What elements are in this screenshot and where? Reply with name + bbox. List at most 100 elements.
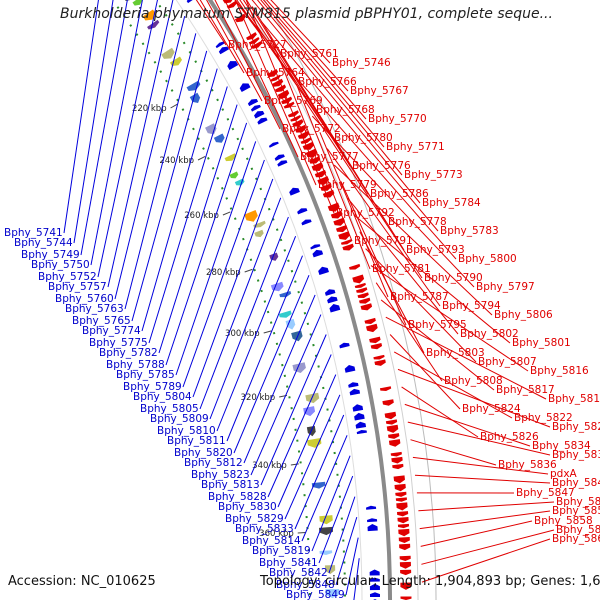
reverse-gene-arrow <box>274 154 285 161</box>
reverse-gene-arrow <box>318 266 329 276</box>
gene-label-right: Bphy_5771 <box>386 141 445 153</box>
gene-label-right: Bphy_5858 <box>534 515 593 527</box>
reverse-gene-arrow <box>297 208 308 215</box>
gene-label-right: Bphy_5781 <box>372 263 431 275</box>
gene-label-right: Bphy_5817 <box>496 384 555 396</box>
cog-category-block <box>291 330 303 342</box>
gene-label-left: Bphy_5788 <box>106 359 165 371</box>
gene-label-left: Bphy_5749 <box>21 249 80 261</box>
gene-label-right: Bphy_5800 <box>458 253 517 265</box>
forward-gene-arrow <box>384 411 397 420</box>
leader-line <box>333 164 493 316</box>
leader-line <box>182 159 265 388</box>
leader-line <box>380 299 495 391</box>
tick-mark <box>290 463 299 466</box>
gene-label-left: Bphy_5823 <box>191 469 250 481</box>
reverse-gene-arrow <box>329 304 341 313</box>
reverse-gene-arrow <box>289 187 300 196</box>
leader-line <box>418 501 555 512</box>
tick-mark <box>222 211 231 216</box>
leader-line <box>345 537 359 596</box>
leader-line <box>401 386 479 438</box>
reverse-gene-arrow <box>312 249 324 258</box>
label-leader-lines <box>63 0 555 600</box>
leader-line <box>80 0 128 256</box>
forward-gene-arrow <box>348 263 361 270</box>
gene-label-right: Bphy_5854 <box>552 505 600 517</box>
forward-gene-arrow <box>294 124 307 133</box>
cog-category-block <box>303 406 316 417</box>
forward-gene-arrow <box>340 239 352 245</box>
forward-gene-arrow <box>358 297 371 304</box>
gene-label-right: Bphy_5777 <box>300 151 359 163</box>
forward-gene-arrow <box>352 274 365 284</box>
forward-gene-arrow <box>292 119 304 127</box>
gene-label-left: Bphy_5744 <box>14 237 73 249</box>
forward-gene-arrow <box>399 561 411 569</box>
gene-label-right: Bphy_5770 <box>368 113 427 125</box>
forward-gene-arrow <box>226 0 238 9</box>
leader-line <box>404 403 531 447</box>
gene-label-right: Bphy_5792 <box>336 207 395 219</box>
leader-line <box>242 0 351 167</box>
accession-text: Accession: NC_010625 <box>8 574 156 589</box>
leader-line <box>90 0 143 266</box>
leader-line <box>359 231 425 354</box>
forward-gene-arrow <box>311 162 324 172</box>
leader-line <box>407 421 551 456</box>
gene-label-right: Bphy_5818 <box>548 393 600 405</box>
leader-line <box>278 52 405 251</box>
cog-category-block <box>319 515 333 525</box>
leader-line <box>63 0 99 234</box>
leader-line <box>250 314 322 476</box>
forward-gene-arrow <box>327 202 340 212</box>
forward-gene-arrow <box>385 419 398 425</box>
gene-label-left: Bphy_5775 <box>89 337 148 349</box>
gene-label-right: Bphy_5783 <box>440 225 499 237</box>
reverse-gene-arrow <box>349 388 361 396</box>
tick-label: 320 kbp <box>241 393 276 403</box>
gene-label-left: Bphy_5842 <box>269 567 328 579</box>
forward-gene-arrow <box>369 336 381 344</box>
forward-gene-arrow <box>396 511 409 517</box>
gene-label-left: Bphy_5763 <box>65 303 124 315</box>
gene-label-right: Bphy_5790 <box>424 272 483 284</box>
gene-label-right: Bphy_5761 <box>280 48 339 60</box>
gene-label-right: pdxA <box>550 468 578 480</box>
gene-label-left: Bphy_5760 <box>55 293 114 305</box>
leader-line <box>251 0 421 204</box>
reverse-gene-arrow <box>324 289 336 296</box>
leader-line <box>256 0 403 176</box>
gene-label-left: Bphy_5812 <box>184 457 243 469</box>
cog-category-block <box>224 153 237 162</box>
leader-line <box>420 520 533 547</box>
forward-gene-arrow <box>392 463 404 470</box>
forward-gene-arrow <box>396 502 408 511</box>
reverse-gene-arrow <box>310 244 321 250</box>
leader-line <box>365 248 477 363</box>
map-title: Burkholderia phymatum STM815 plasmid pBP… <box>60 6 553 22</box>
leader-line <box>311 115 475 288</box>
gene-label-right: Bphy_5776 <box>352 160 411 172</box>
gene-label-left: Bphy_5765 <box>72 315 131 327</box>
gene-label-right: Bphy_5795 <box>408 319 467 331</box>
forward-gene-arrow <box>274 84 287 93</box>
cog-category-block <box>319 550 333 556</box>
leader-line <box>340 181 407 326</box>
outer-dotted-ring <box>263 0 437 600</box>
forward-gene-arrow <box>400 596 412 600</box>
gene-label-left: Bphy_5819 <box>252 545 311 557</box>
forward-gene-arrow <box>281 96 293 104</box>
forward-gene-arrow <box>397 517 409 524</box>
leader-line <box>226 255 303 442</box>
gene-label-right: Bphy_5784 <box>422 197 481 209</box>
leader-line <box>397 368 551 428</box>
forward-gene-arrow <box>398 537 410 543</box>
cog-category-block <box>292 362 306 373</box>
forward-gene-arrow <box>335 224 348 233</box>
reverse-gene-arrow <box>367 518 378 523</box>
leader-line <box>266 0 349 92</box>
leader-line <box>243 294 316 464</box>
forward-gene-arrow <box>290 114 301 122</box>
